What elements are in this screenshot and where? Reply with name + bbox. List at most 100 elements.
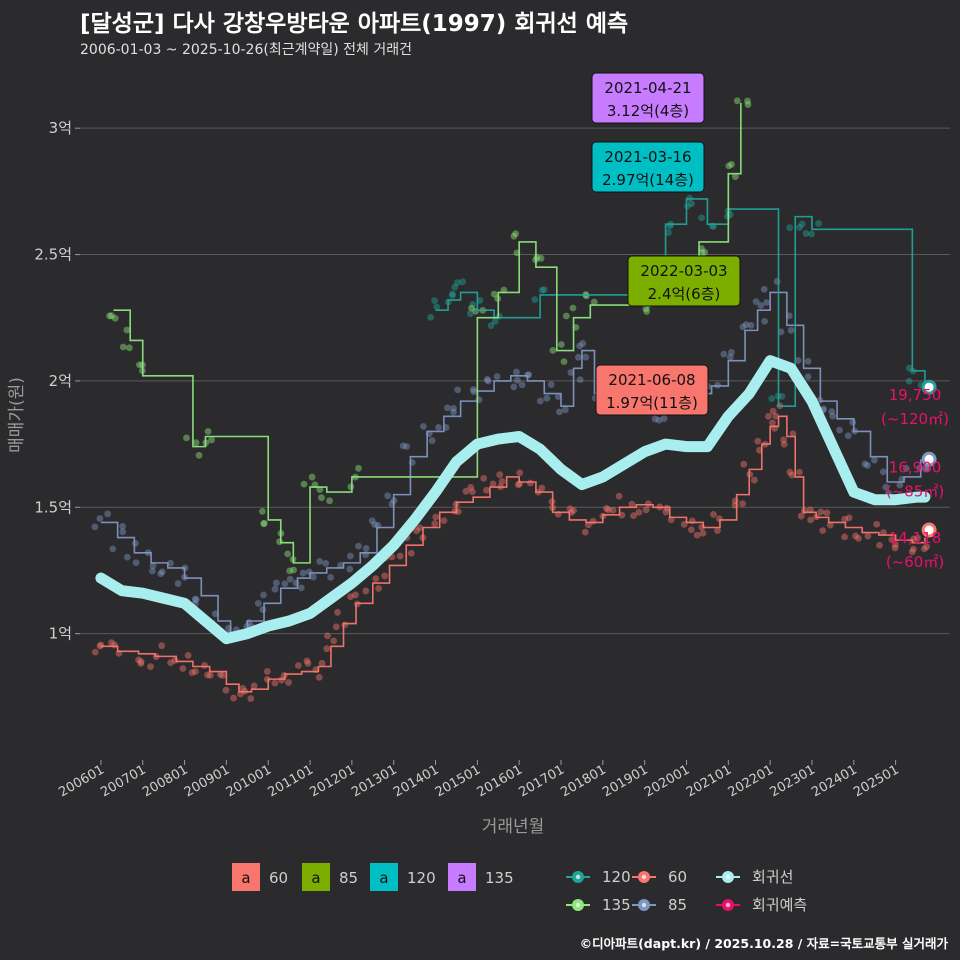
scatter-point <box>416 524 424 532</box>
scatter-point <box>362 545 370 552</box>
scatter-point <box>908 548 916 556</box>
scatter-point <box>891 544 899 552</box>
scatter-point <box>324 632 331 640</box>
scatter-point <box>788 471 796 479</box>
regression-line <box>95 355 931 645</box>
scatter-point <box>849 418 857 426</box>
prediction-marker <box>921 379 937 395</box>
scatter-point <box>760 285 768 293</box>
scatter-point <box>258 508 266 515</box>
scatter-point <box>576 376 584 384</box>
scatter-point <box>698 249 706 257</box>
scatter-point <box>514 481 522 489</box>
x-tick-label: 202201 <box>726 762 776 800</box>
scatter-point <box>281 580 289 588</box>
x-tick-label: 201601 <box>475 762 525 800</box>
prediction-value: 16,900 <box>889 458 942 476</box>
scatter-point <box>271 585 279 593</box>
scatter-point <box>259 606 267 613</box>
scatter-point <box>581 528 589 536</box>
scatter-point <box>660 415 668 422</box>
scatter-point <box>483 486 490 494</box>
scatter-point <box>769 407 777 415</box>
scatter-point <box>480 474 488 482</box>
scatter-point <box>260 520 268 528</box>
scatter-point <box>297 584 305 592</box>
scatter-point <box>536 397 544 405</box>
scatter-point <box>206 672 214 679</box>
x-tick-label: 201701 <box>517 762 567 800</box>
scatter-point <box>569 304 577 312</box>
scatter-point <box>765 412 772 420</box>
scatter-point <box>179 665 187 672</box>
callout-date: 2022-03-03 <box>640 262 727 280</box>
scatter-point <box>739 323 747 331</box>
scatter-point <box>796 224 803 231</box>
scatter-point <box>780 440 788 448</box>
scatter-point <box>797 512 805 520</box>
scatter-point <box>829 412 837 420</box>
series-line-135 <box>113 102 742 564</box>
scatter-point <box>526 479 534 487</box>
scatter-point <box>171 656 179 664</box>
scatter-point <box>449 290 456 298</box>
scatter-point <box>902 465 910 472</box>
scatter-point <box>316 486 324 494</box>
scatter-point <box>725 162 733 170</box>
scatter-point <box>119 522 127 530</box>
scatter-point <box>407 549 415 557</box>
scatter-point <box>786 224 794 232</box>
scatter-point <box>576 342 584 350</box>
scatter-point <box>882 483 890 491</box>
scatter-point <box>493 373 501 380</box>
legend-line-label: 회귀예측 <box>752 896 807 914</box>
scatter-point <box>123 326 131 334</box>
x-tick-label: 202101 <box>684 762 734 800</box>
scatter-point <box>413 527 420 535</box>
scatter-point <box>879 468 887 476</box>
prediction-value: 19,750 <box>889 386 942 404</box>
y-tick-label: 1.5억 <box>34 498 72 516</box>
scatter-point <box>230 694 238 702</box>
scatter-point <box>362 587 370 595</box>
scatter-point <box>158 642 166 650</box>
scatter-point <box>804 373 812 380</box>
scatter-point <box>923 543 931 551</box>
scatter-point <box>290 566 297 574</box>
scatter-point <box>149 562 157 570</box>
scatter-point <box>864 532 872 540</box>
scatter-point <box>469 488 476 496</box>
scatter-point <box>516 469 524 477</box>
callout-box <box>595 364 709 416</box>
scatter-point <box>109 545 117 553</box>
scatter-point <box>260 591 267 599</box>
scatter-point <box>450 408 457 416</box>
legend-line-dot-center <box>725 902 731 908</box>
legend-fill-key-letter: a <box>457 869 466 887</box>
x-tick-label: 202501 <box>851 762 901 800</box>
scatter-point <box>303 657 311 665</box>
scatter-point <box>490 290 498 298</box>
scatter-point <box>136 361 143 369</box>
scatter-point <box>158 568 166 576</box>
legend: a 60 a 85 a 120 a 135 120 60 회귀선 135 85 회귀예측 <box>232 863 807 914</box>
scatter-point <box>419 422 427 430</box>
callout-box <box>627 255 741 307</box>
scatter-point <box>271 679 279 687</box>
scatter-point <box>590 298 598 306</box>
scatter-point <box>300 480 308 488</box>
scatter-point <box>662 508 670 516</box>
series-lines <box>100 102 926 693</box>
legend-fill-label: 60 <box>269 869 288 887</box>
scatter-point <box>920 545 928 553</box>
callout-box <box>591 141 705 193</box>
scatter-point <box>540 286 548 294</box>
scatter-point <box>922 465 929 473</box>
scatter-point <box>449 292 456 300</box>
scatter-point <box>469 386 477 393</box>
legend-line-dot-center <box>725 874 731 880</box>
scatter-point <box>605 506 612 514</box>
regression-curve <box>95 355 931 645</box>
scatter-point <box>119 343 127 351</box>
scatter-point <box>322 559 330 567</box>
